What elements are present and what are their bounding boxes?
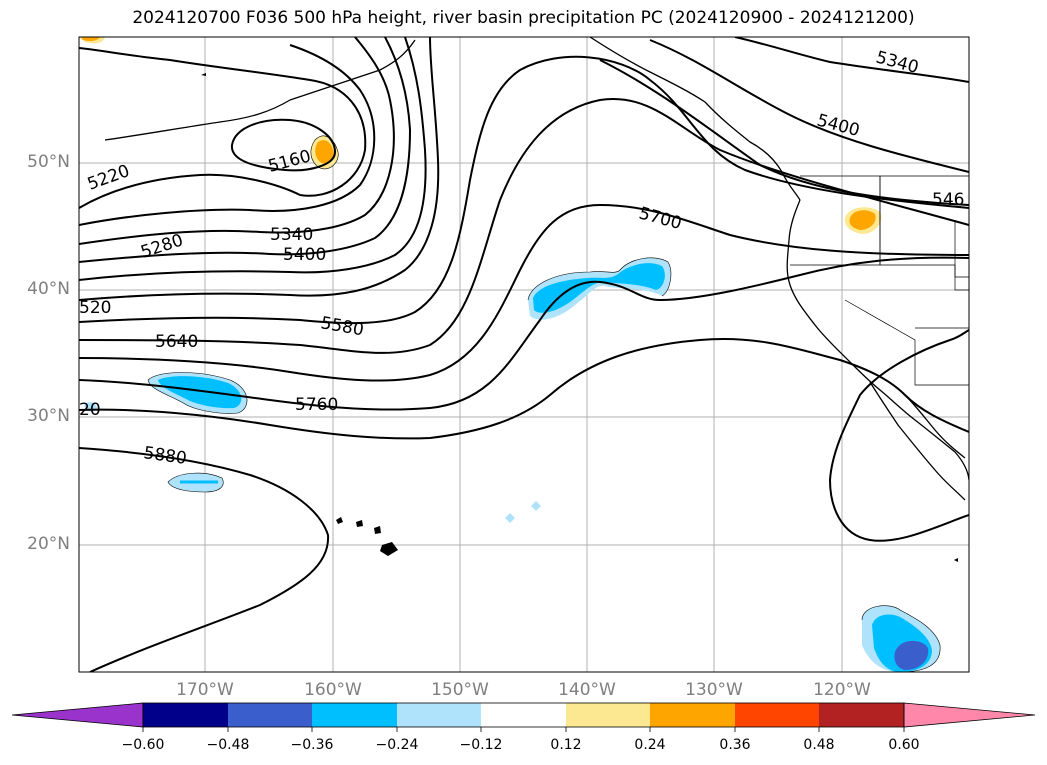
lon-label: 120°W	[813, 680, 871, 700]
contour-label: 5340	[270, 225, 313, 245]
colorbar-tick-label: 0.60	[888, 737, 920, 753]
contour-5460	[79, 37, 427, 281]
contour-5520	[79, 37, 440, 301]
lat-label: 30°N	[27, 406, 70, 426]
colorbar-tick-label: 0.24	[634, 737, 666, 753]
contour-5160	[230, 118, 337, 172]
negative-anomaly-shading	[158, 376, 242, 409]
colorbar-tick-label: 0.36	[719, 737, 751, 753]
contour-5220	[79, 47, 367, 209]
negative-anomaly-shading	[505, 513, 515, 523]
contour-5340	[79, 37, 395, 245]
contour-5340-east	[734, 37, 969, 83]
graticule	[79, 37, 969, 672]
contour-5700	[79, 203, 969, 382]
colorbar-tick-label: −0.48	[206, 737, 250, 753]
colorbar-tick-label: −0.12	[459, 737, 503, 753]
contour-label: 20	[79, 400, 101, 420]
lon-label: 170°W	[176, 680, 234, 700]
contour-labels: 5160 5220 5280 5340 5340 5400 5400 546 5…	[79, 48, 964, 469]
lon-label: 150°W	[431, 680, 489, 700]
map-title: 2024120700 F036 500 hPa height, river ba…	[132, 8, 915, 28]
colorbar-tick-label: −0.60	[121, 737, 165, 753]
colorbar-swatch	[143, 703, 228, 727]
colorbar-swatch	[228, 703, 312, 727]
contour-5820	[79, 338, 969, 440]
positive-anomaly-shading	[315, 140, 334, 164]
lat-label: 20°N	[27, 534, 70, 554]
colorbar-swatch	[650, 703, 735, 727]
lon-label: 140°W	[558, 680, 616, 700]
colorbar-swatch	[397, 703, 481, 727]
colorbar-swatch	[735, 703, 819, 727]
colorbar	[11, 702, 1036, 732]
lon-label: 160°W	[304, 680, 362, 700]
colorbar-tick-label: −0.24	[375, 737, 419, 753]
lat-label: 40°N	[27, 279, 70, 299]
colorbar-tick-label: 0.48	[803, 737, 835, 753]
contour-5880	[79, 447, 330, 672]
colorbar-tick-label: 0.12	[550, 737, 582, 753]
contour-label: 520	[79, 298, 111, 318]
contour-5880-east	[828, 329, 969, 542]
contour-label: 546	[932, 190, 964, 210]
map-frame	[78, 36, 970, 673]
contour-label: 5760	[295, 395, 338, 415]
colorbar-swatch	[481, 703, 566, 727]
colorbar-extend-high	[903, 702, 1036, 728]
islands	[201, 73, 958, 562]
contour-label: 5640	[155, 332, 198, 352]
contour-5580	[79, 55, 969, 325]
negative-anomaly-shading	[531, 501, 541, 511]
lon-label: 130°W	[685, 680, 743, 700]
contour-5400-east	[649, 39, 969, 173]
positive-anomaly-shading	[849, 210, 876, 230]
colorbar-swatch	[819, 703, 904, 727]
negative-anomaly-shading	[533, 263, 665, 313]
political-borders	[790, 175, 969, 386]
colorbar-extend-low	[11, 702, 144, 728]
negative-anomaly-shading	[894, 640, 929, 670]
precip-shading	[79, 37, 941, 672]
contour-5640	[79, 97, 969, 354]
lat-label: 50°N	[27, 152, 70, 172]
colorbar-tick-label: −0.36	[290, 737, 334, 753]
contour-5460-east	[599, 59, 969, 206]
contour-label: 5400	[283, 245, 326, 265]
contour-5760	[79, 256, 969, 411]
height-contours	[79, 37, 969, 672]
colorbar-swatch	[312, 703, 397, 727]
colorbar-swatch	[566, 703, 650, 727]
contour-5280	[79, 44, 376, 226]
contour-5400	[79, 37, 412, 263]
positive-anomaly-shading	[81, 37, 100, 41]
